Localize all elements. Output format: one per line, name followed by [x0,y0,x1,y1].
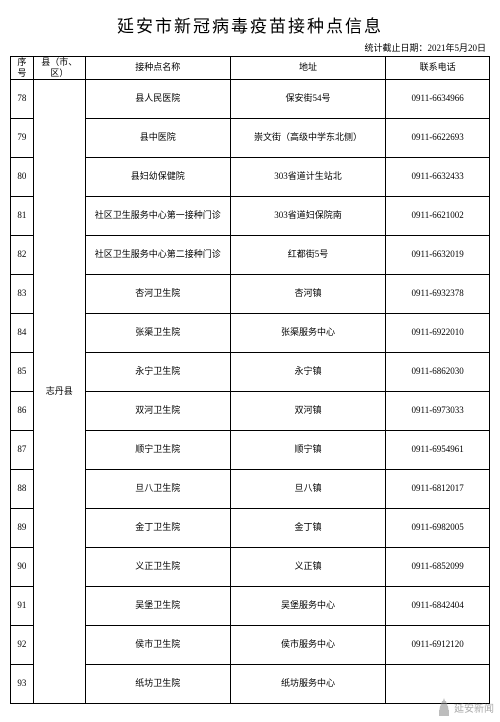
cell-seq: 89 [11,508,34,547]
cell-site-name: 永宁卫生院 [85,352,230,391]
cell-phone: 0911-6622693 [386,118,490,157]
cell-phone: 0911-6912120 [386,625,490,664]
cell-seq: 80 [11,157,34,196]
vaccine-sites-table: 序号 县（市、区） 接种点名称 地址 联系电话 78志丹县县人民医院保安街54号… [10,56,490,704]
cell-seq: 85 [11,352,34,391]
cell-phone: 0911-6621002 [386,196,490,235]
cell-seq: 91 [11,586,34,625]
cell-seq: 93 [11,664,34,703]
cell-phone: 0911-6632433 [386,157,490,196]
cell-address: 303省道妇保院南 [230,196,386,235]
cell-address: 旦八镇 [230,469,386,508]
header-seq: 序号 [11,57,34,80]
cell-site-name: 社区卫生服务中心第一接种门诊 [85,196,230,235]
cell-address: 顺宁镇 [230,430,386,469]
cell-phone: 0911-6973033 [386,391,490,430]
cell-phone: 0911-6922010 [386,313,490,352]
header-phone: 联系电话 [386,57,490,80]
cell-site-name: 县中医院 [85,118,230,157]
table-header-row: 序号 县（市、区） 接种点名称 地址 联系电话 [11,57,490,80]
cell-site-name: 顺宁卫生院 [85,430,230,469]
stats-date: 统计截止日期：2021年5月20日 [10,41,486,54]
cell-county: 志丹县 [33,79,85,703]
cell-address: 保安街54号 [230,79,386,118]
cell-site-name: 张渠卫生院 [85,313,230,352]
page-title: 延安市新冠病毒疫苗接种点信息 [10,12,490,37]
cell-seq: 83 [11,274,34,313]
header-name: 接种点名称 [85,57,230,80]
header-county: 县（市、区） [33,57,85,80]
cell-address: 吴堡服务中心 [230,586,386,625]
cell-site-name: 县妇幼保健院 [85,157,230,196]
cell-address: 杏河镇 [230,274,386,313]
pagoda-icon [437,698,451,716]
cell-address: 崇文街（高级中学东北侧） [230,118,386,157]
cell-site-name: 旦八卫生院 [85,469,230,508]
cell-address: 义正镇 [230,547,386,586]
cell-site-name: 县人民医院 [85,79,230,118]
cell-phone: 0911-6634966 [386,79,490,118]
header-addr: 地址 [230,57,386,80]
cell-site-name: 侯市卫生院 [85,625,230,664]
cell-phone: 0911-6862030 [386,352,490,391]
cell-seq: 84 [11,313,34,352]
cell-seq: 81 [11,196,34,235]
cell-seq: 90 [11,547,34,586]
table-body: 78志丹县县人民医院保安街54号0911-663496679县中医院崇文街（高级… [11,79,490,703]
cell-address: 张渠服务中心 [230,313,386,352]
cell-seq: 88 [11,469,34,508]
cell-site-name: 纸坊卫生院 [85,664,230,703]
cell-seq: 82 [11,235,34,274]
cell-seq: 78 [11,79,34,118]
watermark-text: 延安新闻 [454,700,494,715]
cell-site-name: 吴堡卫生院 [85,586,230,625]
cell-site-name: 金丁卫生院 [85,508,230,547]
cell-address: 双河镇 [230,391,386,430]
cell-phone: 0911-6842404 [386,586,490,625]
cell-phone: 0911-6982005 [386,508,490,547]
cell-address: 纸坊服务中心 [230,664,386,703]
cell-seq: 86 [11,391,34,430]
cell-seq: 87 [11,430,34,469]
cell-phone: 0911-6954961 [386,430,490,469]
cell-address: 侯市服务中心 [230,625,386,664]
cell-site-name: 双河卫生院 [85,391,230,430]
watermark: 延安新闻 [437,698,494,716]
cell-address: 303省道计生站北 [230,157,386,196]
cell-site-name: 社区卫生服务中心第二接种门诊 [85,235,230,274]
cell-site-name: 义正卫生院 [85,547,230,586]
cell-address: 金丁镇 [230,508,386,547]
cell-seq: 92 [11,625,34,664]
table-row: 78志丹县县人民医院保安街54号0911-6634966 [11,79,490,118]
cell-phone: 0911-6852099 [386,547,490,586]
cell-address: 永宁镇 [230,352,386,391]
cell-seq: 79 [11,118,34,157]
cell-phone: 0911-6632019 [386,235,490,274]
cell-phone: 0911-6812017 [386,469,490,508]
cell-site-name: 杏河卫生院 [85,274,230,313]
cell-address: 红都街5号 [230,235,386,274]
cell-phone: 0911-6932378 [386,274,490,313]
